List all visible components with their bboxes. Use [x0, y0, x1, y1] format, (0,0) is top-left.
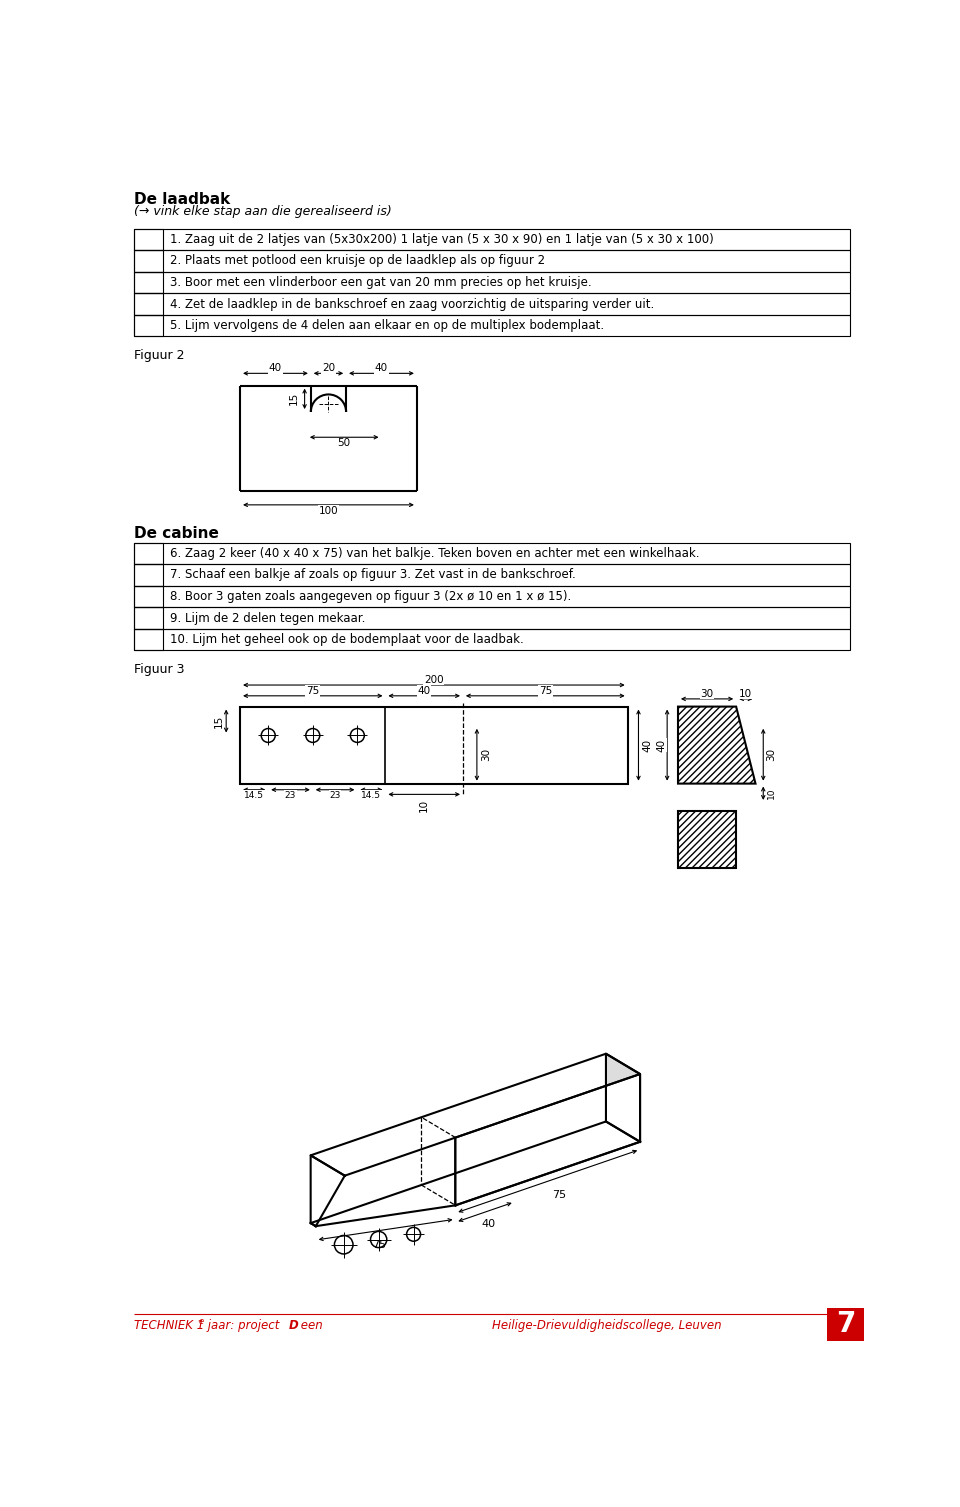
Bar [134, 607, 850, 628]
Text: 40: 40 [375, 363, 388, 372]
Bar [134, 271, 163, 294]
Polygon shape [311, 1156, 345, 1227]
Text: 10: 10 [739, 689, 753, 699]
Bar [134, 315, 850, 336]
Text: 20: 20 [322, 363, 335, 372]
Bar [134, 564, 850, 586]
Text: 15: 15 [213, 714, 224, 728]
Bar [134, 628, 850, 651]
Text: (→ vink elke stap aan die gerealiseerd is): (→ vink elke stap aan die gerealiseerd i… [134, 205, 392, 219]
Text: 10: 10 [766, 787, 776, 799]
Text: 1. Zaag uit de 2 latjes van (5x30x200) 1 latje van (5 x 30 x 90) en 1 latje van : 1. Zaag uit de 2 latjes van (5x30x200) 1… [170, 234, 713, 246]
Text: 30: 30 [701, 689, 713, 699]
Text: 14.5: 14.5 [361, 791, 381, 800]
Bar [134, 628, 163, 651]
Text: 7. Schaaf een balkje af zoals op figuur 3. Zet vast in de bankschroef.: 7. Schaaf een balkje af zoals op figuur … [170, 568, 575, 582]
Text: 75: 75 [539, 686, 552, 696]
Text: 3. Boor met een vlinderboor een gat van 20 mm precies op het kruisje.: 3. Boor met een vlinderboor een gat van … [170, 276, 591, 289]
Bar [134, 543, 850, 564]
Text: Figuur 3: Figuur 3 [134, 663, 184, 677]
Text: 23: 23 [285, 791, 297, 800]
Text: 30: 30 [766, 747, 776, 761]
Text: D: D [289, 1319, 299, 1332]
Text: 200: 200 [424, 675, 444, 684]
Text: 2. Plaats met potlood een kruisje op de laadklep als op figuur 2: 2. Plaats met potlood een kruisje op de … [170, 255, 544, 267]
Text: 40: 40 [643, 738, 653, 752]
Bar [134, 294, 850, 315]
Text: 23: 23 [329, 791, 341, 800]
Text: een: een [297, 1319, 323, 1332]
Text: 10: 10 [420, 799, 429, 812]
Text: jaar: project: jaar: project [204, 1319, 283, 1332]
Text: De cabine: De cabine [134, 526, 219, 541]
Bar [134, 543, 163, 564]
Text: 4. Zet de laadklep in de bankschroef en zaag voorzichtig de uitsparing verder ui: 4. Zet de laadklep in de bankschroef en … [170, 297, 654, 310]
Text: 100: 100 [319, 506, 338, 515]
Text: De laadbak: De laadbak [134, 191, 230, 206]
Text: 7: 7 [836, 1310, 855, 1338]
Text: 14.5: 14.5 [244, 791, 264, 800]
Polygon shape [311, 1053, 640, 1175]
Text: 50: 50 [338, 439, 350, 449]
Bar [240, 707, 628, 784]
Text: 10. Lijm het geheel ook op de bodemplaat voor de laadbak.: 10. Lijm het geheel ook op de bodemplaat… [170, 633, 523, 647]
Bar [134, 250, 163, 271]
Text: 40: 40 [482, 1219, 496, 1230]
Text: e: e [199, 1317, 204, 1326]
Bar [134, 607, 163, 628]
Bar [134, 564, 163, 586]
Polygon shape [678, 811, 736, 868]
Text: 75: 75 [306, 686, 320, 696]
Bar [134, 294, 163, 315]
Text: 8. Boor 3 gaten zoals aangegeven op figuur 3 (2x ø 10 en 1 x ø 15).: 8. Boor 3 gaten zoals aangegeven op figu… [170, 589, 571, 603]
Bar [134, 586, 850, 607]
Text: 40: 40 [269, 363, 282, 372]
Bar [827, 1308, 864, 1341]
Text: 75: 75 [552, 1191, 566, 1200]
Bar [134, 271, 850, 294]
Text: 5. Lijm vervolgens de 4 delen aan elkaar en op de multiplex bodemplaat.: 5. Lijm vervolgens de 4 delen aan elkaar… [170, 319, 604, 332]
Bar [134, 250, 850, 271]
Text: 75: 75 [372, 1240, 387, 1249]
Polygon shape [678, 707, 756, 784]
Text: 15: 15 [289, 392, 299, 405]
Bar [134, 229, 850, 250]
Bar [134, 229, 163, 250]
Text: Heilige-Drievuldigheidscollege, Leuven: Heilige-Drievuldigheidscollege, Leuven [492, 1319, 722, 1332]
Bar [134, 586, 163, 607]
Text: 6. Zaag 2 keer (40 x 40 x 75) van het balkje. Teken boven en achter met een wink: 6. Zaag 2 keer (40 x 40 x 75) van het ba… [170, 547, 699, 561]
Polygon shape [606, 1053, 640, 1142]
Text: 40: 40 [656, 738, 666, 752]
Polygon shape [455, 1074, 640, 1206]
Bar [134, 315, 163, 336]
Text: Figuur 2: Figuur 2 [134, 350, 184, 363]
Text: 30: 30 [481, 747, 492, 761]
Text: 40: 40 [418, 686, 431, 696]
Text: TECHNIEK 1: TECHNIEK 1 [134, 1319, 204, 1332]
Text: 9. Lijm de 2 delen tegen mekaar.: 9. Lijm de 2 delen tegen mekaar. [170, 612, 365, 624]
